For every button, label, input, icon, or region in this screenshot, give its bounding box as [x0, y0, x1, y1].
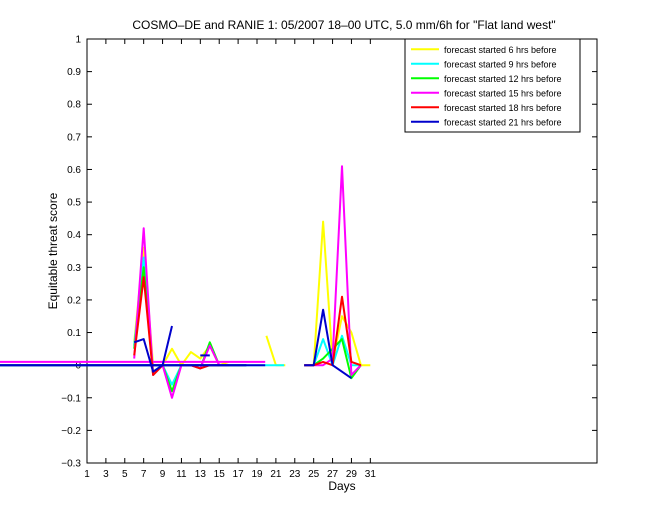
y-tick-label: 0.5 — [67, 198, 81, 209]
y-tick-label: −0.2 — [61, 426, 81, 437]
legend-label: forecast started 12 hrs before — [444, 74, 562, 84]
legend-item: forecast started 21 hrs before — [411, 117, 562, 127]
legend-box — [404, 38, 581, 133]
legend-item: forecast started 9 hrs before — [411, 59, 557, 69]
y-tick-label: 0.7 — [67, 132, 81, 143]
axes-box — [86, 38, 598, 464]
legend-item: forecast started 18 hrs before — [411, 103, 562, 113]
y-tick-label: −0.1 — [61, 393, 81, 404]
x-tick-label: 17 — [233, 469, 245, 480]
series-line — [133, 276, 164, 376]
x-tick-label: 7 — [141, 469, 147, 480]
series-line — [133, 325, 173, 373]
y-tick-label: 0.2 — [67, 295, 81, 306]
legend-label: forecast started 6 hrs before — [444, 45, 557, 55]
x-tick-label: 29 — [346, 469, 358, 480]
x-axis-label: Days — [328, 479, 355, 493]
y-tick-label: 1 — [75, 35, 81, 46]
y-axis-label: Equitable threat score — [46, 192, 60, 309]
legend-label: forecast started 9 hrs before — [444, 59, 557, 69]
y-tick-label: 0.6 — [67, 165, 81, 176]
chart-title: COSMO–DE and RANIE 1: 05/2007 18–00 UTC,… — [132, 18, 555, 32]
y-tick-label: 0.3 — [67, 263, 81, 274]
plot-area: 1 3 5 7 9 11 13 15 17 19 21 23 25 27 29 31−0.3−0.2−0.10… — [0, 35, 598, 480]
x-tick-label: 11 — [176, 469, 187, 480]
x-tick-label: 1 — [84, 469, 90, 480]
y-tick-label: 0.4 — [67, 230, 81, 241]
x-tick-label: 5 — [122, 469, 128, 480]
x-tick-label: 31 — [365, 469, 377, 480]
x-tick-label: 9 — [160, 469, 166, 480]
x-tick-label: 27 — [327, 469, 339, 480]
legend-label: forecast started 18 hrs before — [444, 103, 562, 113]
y-tick-label: 0.1 — [67, 328, 81, 339]
legend-label: forecast started 15 hrs before — [444, 88, 562, 98]
series-6 — [0, 308, 352, 380]
x-tick-label: 13 — [195, 469, 207, 480]
legend-item: forecast started 12 hrs before — [411, 74, 562, 84]
x-tick-label: 3 — [103, 469, 109, 480]
x-tick-label: 23 — [289, 469, 301, 480]
y-tick-label: 0.8 — [67, 100, 81, 111]
legend-item: forecast started 15 hrs before — [411, 88, 562, 98]
series-line — [304, 220, 371, 367]
y-tick-label: −0.3 — [61, 459, 81, 470]
x-tick-label: 21 — [270, 469, 282, 480]
x-tick-label: 25 — [308, 469, 320, 480]
y-tick-label: 0.9 — [67, 67, 81, 78]
x-tick-label: 15 — [214, 469, 226, 480]
legend-item: forecast started 6 hrs before — [411, 45, 557, 55]
legend-label: forecast started 21 hrs before — [444, 117, 562, 127]
series-line — [304, 308, 352, 380]
legend: forecast started 6 hrs before forecast st… — [404, 38, 581, 133]
x-tick-label: 19 — [251, 469, 263, 480]
